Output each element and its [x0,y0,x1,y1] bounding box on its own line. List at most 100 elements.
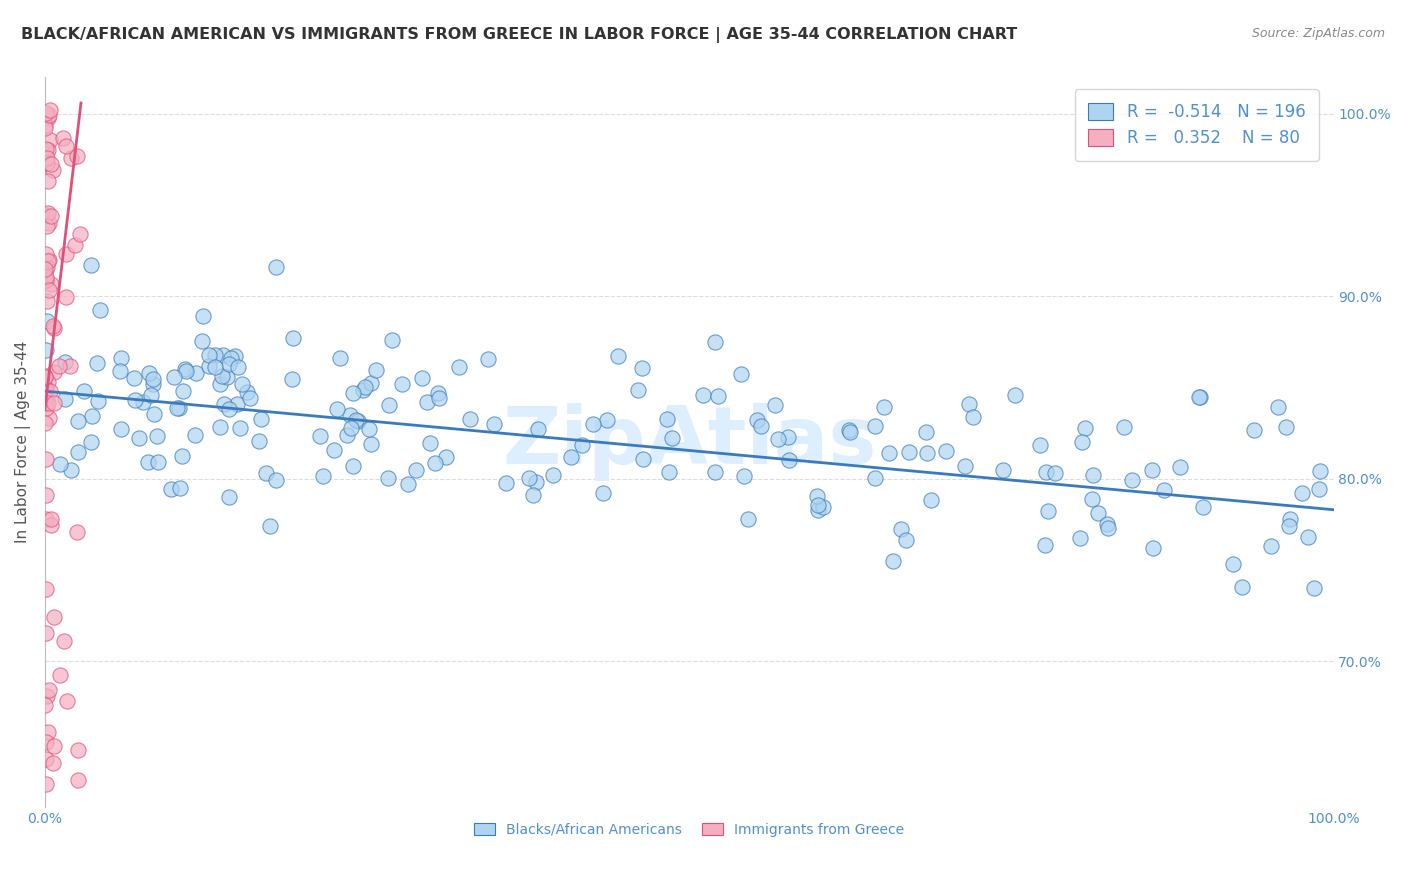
Point [1192,500,1215,514]
Point [35,777,58,791]
Point [41,277,63,291]
Point [35,395,58,409]
Point [766,432,789,446]
Point [1043,467,1066,481]
Point [517,471,540,485]
Point [55,246,77,260]
Point [89,303,111,318]
Point [706,389,728,403]
Point [1074,421,1097,435]
Point [34,698,56,712]
Point [212,397,235,411]
Point [34,262,56,277]
Point [39,157,62,171]
Point [66,772,89,787]
Point [65,237,87,252]
Point [1069,532,1091,546]
Point [37,174,59,188]
Point [447,360,470,375]
Point [224,349,246,363]
Point [42,319,65,334]
Point [955,459,977,474]
Point [897,445,920,459]
Point [229,421,252,435]
Point [378,398,401,412]
Point [73,384,96,399]
Point [191,334,214,348]
Point [1291,486,1313,500]
Point [34,401,56,416]
Point [142,377,165,392]
Point [360,376,382,391]
Point [169,401,191,416]
Point [336,428,359,442]
Point [658,465,681,479]
Point [1189,391,1212,405]
Point [170,450,193,464]
Point [124,392,146,407]
Point [193,310,215,324]
Point [1298,530,1320,544]
Point [993,462,1015,476]
Point [108,364,131,378]
Point [218,401,240,416]
Point [44,396,66,410]
Point [204,359,226,374]
Point [34,626,56,640]
Point [122,371,145,385]
Point [42,321,65,335]
Point [37,205,59,219]
Point [37,260,59,275]
Point [39,512,62,526]
Point [42,756,65,771]
Point [35,219,58,234]
Point [377,471,399,485]
Point [309,429,332,443]
Point [35,582,58,597]
Point [37,725,59,739]
Point [592,485,614,500]
Point [1222,557,1244,571]
Point [186,366,208,380]
Point [541,467,564,482]
Point [342,459,364,474]
Point [231,377,253,392]
Point [209,419,232,434]
Point [342,386,364,401]
Point [38,216,60,230]
Point [34,267,56,281]
Point [139,388,162,402]
Point [776,430,799,444]
Point [136,455,159,469]
Point [66,414,89,428]
Point [209,376,232,391]
Point [37,293,59,308]
Point [52,131,75,145]
Point [838,425,860,440]
Point [364,363,387,377]
Point [34,488,56,502]
Point [59,359,82,373]
Point [1121,473,1143,487]
Point [405,463,427,477]
Point [747,413,769,427]
Point [347,414,370,428]
Point [935,444,957,458]
Point [238,391,260,405]
Point [655,411,678,425]
Point [35,735,58,749]
Point [110,422,132,436]
Point [41,518,63,533]
Point [730,367,752,381]
Point [34,380,56,394]
Point [917,446,939,460]
Point [1274,419,1296,434]
Point [69,227,91,241]
Point [52,633,75,648]
Point [571,438,593,452]
Point [53,355,76,369]
Point [396,477,419,491]
Point [352,383,374,397]
Point [183,427,205,442]
Point [1028,438,1050,452]
